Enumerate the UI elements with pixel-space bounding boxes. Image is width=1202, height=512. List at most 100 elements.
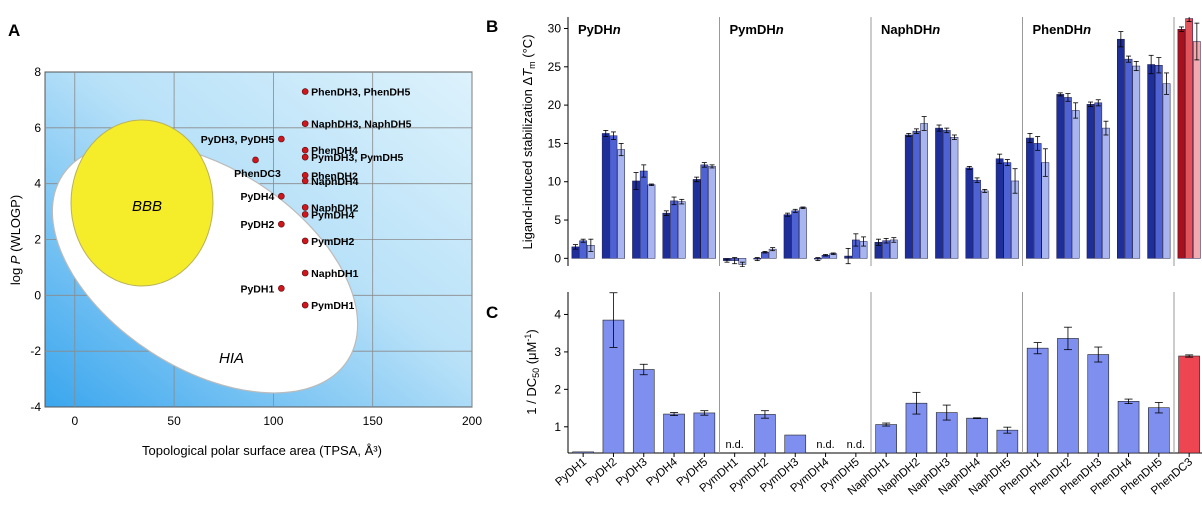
bbb-region <box>70 119 214 287</box>
y-tick-label-c: 3 <box>554 345 561 359</box>
x-categories-c: PyDH1PyDH2PyDH3PyDH4PyDH5PymDH1PymDH2Pym… <box>553 453 1195 498</box>
y-axis-title-a-p: P <box>8 255 23 264</box>
y-axis-title-c-suffix: ) <box>524 329 539 333</box>
y-tick-label-b: 15 <box>548 136 562 150</box>
data-point <box>301 204 309 211</box>
y-tick-label-b: 0 <box>554 251 561 265</box>
x-category-label: PyDH1 <box>553 456 589 489</box>
point-label: PymDH2 <box>311 236 354 248</box>
bar-b <box>700 164 709 259</box>
y-axis-title-c-mid: (μM <box>524 342 539 368</box>
group-label-n: n <box>1083 22 1091 37</box>
dividers-b <box>719 17 1175 266</box>
bar-b <box>662 212 671 259</box>
bar-b <box>935 127 943 259</box>
point-label: PyDH1 <box>240 283 274 295</box>
data-point <box>301 120 309 127</box>
bar-b <box>670 200 678 259</box>
bar-b <box>677 201 686 259</box>
point-label: PhenDH4 <box>311 145 358 157</box>
y-tick-label-b: 20 <box>548 98 562 112</box>
bar-b <box>601 133 610 259</box>
group-labels-b: PyDHn PymDHn NaphDHn PhenDHn <box>578 22 1091 37</box>
bar-c <box>1057 338 1079 454</box>
bar-b <box>1193 41 1201 259</box>
bbb-label: BBB <box>132 198 162 215</box>
y-axis-title-c-prefix: 1 / DC <box>524 378 539 415</box>
bar-b <box>639 170 648 259</box>
bar-b <box>1162 83 1171 259</box>
nd-label: n.d. <box>725 439 743 451</box>
point-label: PyDH4 <box>240 191 274 203</box>
group-label: PymDHn <box>730 22 784 37</box>
bar-b <box>950 137 959 259</box>
y-tick-label-c: 1 <box>554 420 561 434</box>
bar-b <box>904 134 913 259</box>
x-tick-label-a: 0 <box>71 414 78 428</box>
panel-letter-a: A <box>8 21 20 40</box>
bar-b <box>973 179 981 259</box>
bar-c <box>875 424 897 454</box>
bar-b <box>1033 143 1042 259</box>
y-tick-label-a: 6 <box>34 121 41 135</box>
point-label: NaphDH2 <box>311 202 358 214</box>
bar-c <box>572 451 594 454</box>
point-label: PymDH4 <box>311 209 354 221</box>
y-tick-label-b: 10 <box>548 175 562 189</box>
bar-c <box>693 412 716 454</box>
y-tick-label-b: 30 <box>548 21 562 35</box>
point-label: PhenDH3, PhenDH5 <box>311 87 410 99</box>
bar-chart-c: n.d. n.d. n.d. 1 2 3 4 PyDH1PyDH2PyDH3PyDH4Py… <box>523 292 1202 498</box>
bar-b <box>791 210 800 259</box>
y-tick-label-a: 4 <box>34 177 41 191</box>
group-label-n: n <box>613 22 621 37</box>
bar-b <box>1071 110 1080 259</box>
bar-b <box>609 135 618 259</box>
points-a: PhenDH3, PhenDH5 NaphDH3, NaphDH5 PyDH3, P… <box>201 87 412 313</box>
bar-b <box>995 158 1004 259</box>
bar-b <box>647 184 656 259</box>
data-point <box>301 237 309 245</box>
group-label-prefix: PymDH <box>730 22 776 37</box>
x-category-label: PyDH2 <box>584 456 620 489</box>
bar-c <box>754 414 776 454</box>
data-point <box>301 153 309 161</box>
panel-letter-c: C <box>486 303 498 322</box>
bar-b <box>1086 104 1095 259</box>
bar-c <box>966 417 988 454</box>
bar-c <box>663 413 685 454</box>
panel-letter-b: B <box>486 17 498 36</box>
y-axis-title-b: Ligand-induced stabilization ΔTm (°C) <box>520 34 537 249</box>
data-point <box>301 269 309 277</box>
y-axis-title-c: 1 / DC50 (μM-1) <box>523 329 541 414</box>
y-tick-label-a: 2 <box>34 233 41 247</box>
x-tick-label-a: 200 <box>462 414 482 428</box>
y-axis-title-a: log P (WLOGP) <box>8 195 23 285</box>
y-axis-title-b-sub: m <box>527 61 537 69</box>
y-tick-label-b: 5 <box>554 213 561 227</box>
data-point <box>301 211 309 218</box>
data-point <box>301 171 309 179</box>
data-point <box>278 135 285 143</box>
bar-c <box>632 369 655 454</box>
group-label: PhenDHn <box>1033 22 1092 37</box>
nd-label: n.d. <box>847 439 865 451</box>
bar-b <box>1177 29 1186 259</box>
bars-b <box>571 17 1201 267</box>
x-category-label: PyDH4 <box>644 456 680 489</box>
bar-b <box>692 179 701 259</box>
bar-b <box>1041 162 1050 259</box>
bar-b <box>1117 38 1125 259</box>
bar-b <box>980 190 989 259</box>
bar-b <box>1056 94 1065 259</box>
data-point <box>301 146 309 154</box>
bar-b <box>1026 137 1034 259</box>
point-label: PyDH3, PyDH5 <box>201 134 275 146</box>
bar-c <box>1026 347 1049 454</box>
bar-b <box>579 240 587 259</box>
point-label: PhenDH2 <box>311 170 358 182</box>
y-axis-title-c-sub: 50 <box>531 368 541 378</box>
y-axis-title-a-text: log <box>8 264 23 285</box>
point-label: NaphDH4 <box>311 176 358 188</box>
group-label-n: n <box>776 22 784 37</box>
